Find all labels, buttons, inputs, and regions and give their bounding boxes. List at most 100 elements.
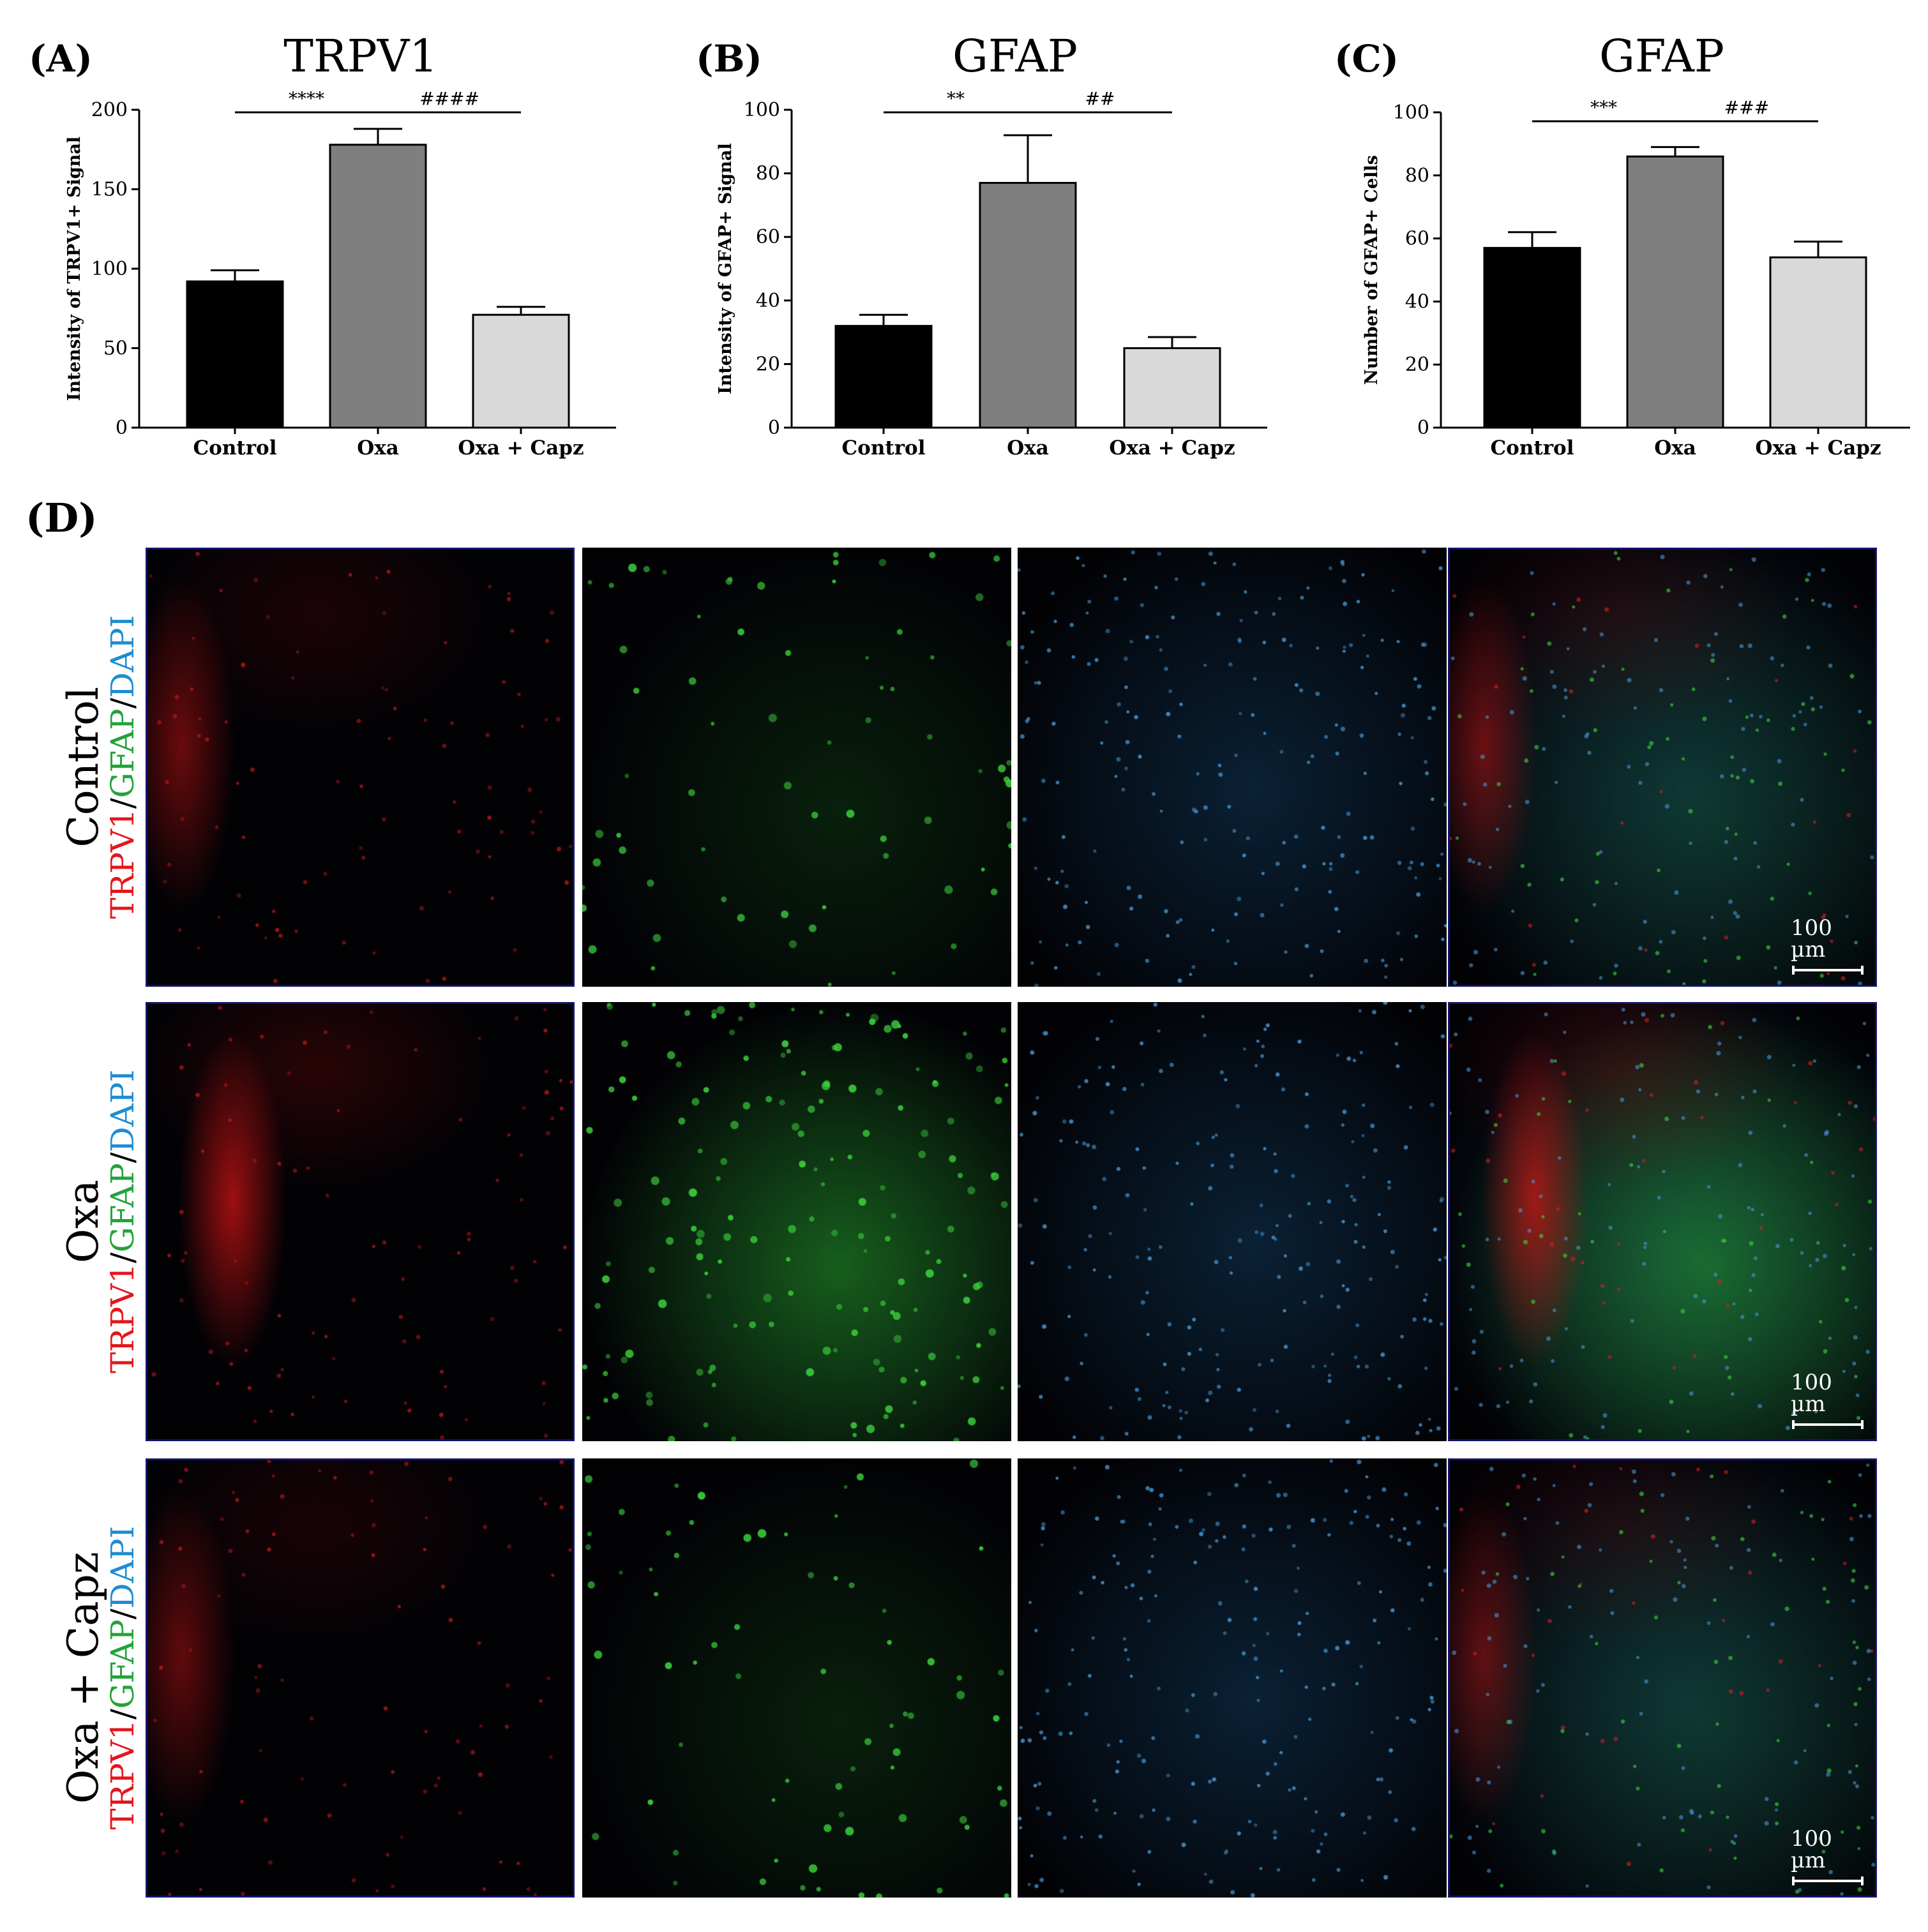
bar-oxa: [329, 144, 427, 429]
scale-bar-line: [1792, 1420, 1864, 1429]
chart-title: GFAP: [1599, 30, 1724, 82]
stain-part: TRPV1: [104, 809, 142, 919]
stain-part: GFAP: [104, 1163, 142, 1253]
micrograph-gfap: [582, 1458, 1011, 1898]
stain-legend: TRPV1/GFAP/DAPI: [104, 1070, 142, 1374]
y-tick-label: 20: [756, 353, 780, 375]
micrograph-merge: 100 µm: [1448, 1002, 1877, 1441]
micrograph-dapi: [1018, 1458, 1447, 1898]
stain-part: DAPI: [104, 1070, 142, 1153]
y-tick-label: 80: [1405, 165, 1429, 187]
scale-bar: 100 µm: [1791, 1828, 1865, 1885]
stain-part: /: [104, 1252, 142, 1264]
micrograph-merge: 100 µm: [1448, 1458, 1877, 1898]
scale-bar-line: [1792, 1876, 1864, 1885]
stain-part: TRPV1: [104, 1719, 142, 1830]
x-tick-label: Control: [1491, 437, 1574, 460]
row-label-text: Control TRPV1/GFAP/DAPI: [59, 615, 142, 919]
stain-part: DAPI: [104, 615, 142, 698]
significance-label: ##: [1085, 88, 1115, 109]
scale-bar-line: [1792, 966, 1864, 975]
row-name: Oxa: [59, 1179, 109, 1264]
chart-title: TRPV1: [283, 30, 438, 82]
micrograph-trpv1: [146, 1002, 575, 1441]
y-tick-label: 100: [91, 258, 128, 280]
micrograph-trpv1: [146, 548, 575, 987]
stain-part: /: [104, 1709, 142, 1720]
x-tick-label: Oxa + Capz: [1755, 437, 1881, 460]
micrograph-gfap: [582, 548, 1011, 987]
micrograph-merge: 100 µm: [1448, 548, 1877, 987]
scale-bar: 100 µm: [1791, 1372, 1865, 1429]
x-tick-label: Oxa: [1654, 437, 1696, 460]
chart-title: GFAP: [953, 30, 1078, 82]
bar-control: [834, 325, 933, 429]
y-tick-label: 0: [116, 417, 128, 439]
y-axis-label: Number of GFAP+ Cells: [1362, 155, 1382, 385]
y-axis-label: Intensity of TRPV1+ Signal: [64, 137, 84, 401]
y-tick-label: 20: [1405, 354, 1429, 376]
significance-label: ****: [289, 88, 324, 109]
bar-oxa: [1626, 155, 1724, 429]
x-tick-label: Control: [193, 437, 277, 460]
scale-bar-label: 100 µm: [1791, 1370, 1832, 1417]
significance-label: ***: [1590, 97, 1617, 118]
row-name: Oxa + Capz: [59, 1552, 109, 1804]
micrograph-gfap: [582, 1002, 1011, 1441]
stain-part: GFAP: [104, 708, 142, 798]
bar-oxa-capz: [1123, 347, 1221, 429]
y-tick-label: 40: [1405, 290, 1429, 313]
row-label-text: Oxa TRPV1/GFAP/DAPI: [59, 1070, 142, 1374]
row-name: Control: [59, 687, 109, 848]
panel-letter: (B): [696, 37, 762, 80]
micrograph-dapi: [1018, 548, 1447, 987]
stain-part: TRPV1: [104, 1263, 142, 1374]
bar-control: [1483, 246, 1581, 429]
stain-part: /: [104, 698, 142, 709]
panel-letter: (A): [29, 37, 93, 80]
y-tick-label: 50: [103, 338, 128, 360]
y-tick-label: 100: [1393, 101, 1429, 124]
significance-label: **: [947, 88, 965, 109]
micrograph-dapi: [1018, 1002, 1447, 1441]
micrograph-trpv1: [146, 1458, 575, 1898]
row-label: Oxa TRPV1/GFAP/DAPI: [51, 1002, 153, 1441]
bar-oxa-capz: [1769, 256, 1867, 429]
panel-letter: (C): [1334, 37, 1399, 80]
stain-legend: TRPV1/GFAP/DAPI: [104, 1526, 142, 1830]
stain-part: /: [104, 798, 142, 809]
stain-legend: TRPV1/GFAP/DAPI: [104, 615, 142, 919]
y-tick-label: 60: [756, 226, 780, 248]
x-tick-label: Oxa: [357, 437, 399, 460]
chart-a: (A) TRPV1 0 50 100 150 200 Intensity of TRPV1+ …: [29, 30, 616, 460]
chart-b: (B) GFAP 0 20 40 60 80 100 Intensity of GFAP+ Si…: [696, 30, 1267, 460]
row-label-text: Oxa + Capz TRPV1/GFAP/DAPI: [59, 1526, 142, 1830]
stain-part: /: [104, 1608, 142, 1620]
row-label: Oxa + Capz TRPV1/GFAP/DAPI: [51, 1458, 153, 1898]
scale-bar: 100 µm: [1791, 917, 1865, 975]
y-tick-label: 60: [1405, 228, 1429, 250]
bar-oxa-capz: [472, 313, 570, 429]
y-axis-label: Intensity of GFAP+ Signal: [716, 143, 735, 394]
scale-bar-label: 100 µm: [1791, 915, 1832, 962]
stain-part: GFAP: [104, 1619, 142, 1709]
stain-part: /: [104, 1152, 142, 1164]
significance-label: ####: [419, 88, 479, 109]
row-label: Control TRPV1/GFAP/DAPI: [51, 548, 153, 987]
x-tick-label: Control: [842, 437, 926, 460]
bar-control: [186, 280, 284, 429]
y-tick-label: 200: [91, 99, 128, 121]
bar-oxa: [979, 182, 1077, 429]
stain-part: DAPI: [104, 1526, 142, 1609]
y-tick-label: 40: [756, 290, 780, 312]
chart-c: (C) GFAP 0 20 40 60 80 100 Number of GFAP+ Cells…: [1334, 30, 1910, 460]
panel-label-d: (D): [26, 495, 98, 541]
y-tick-label: 0: [1417, 417, 1429, 439]
significance-label: ###: [1724, 97, 1769, 118]
y-tick-label: 150: [91, 179, 128, 201]
x-tick-label: Oxa + Capz: [1109, 437, 1235, 460]
x-tick-label: Oxa: [1007, 437, 1049, 460]
x-tick-label: Oxa + Capz: [458, 437, 584, 460]
scale-bar-label: 100 µm: [1791, 1826, 1832, 1873]
